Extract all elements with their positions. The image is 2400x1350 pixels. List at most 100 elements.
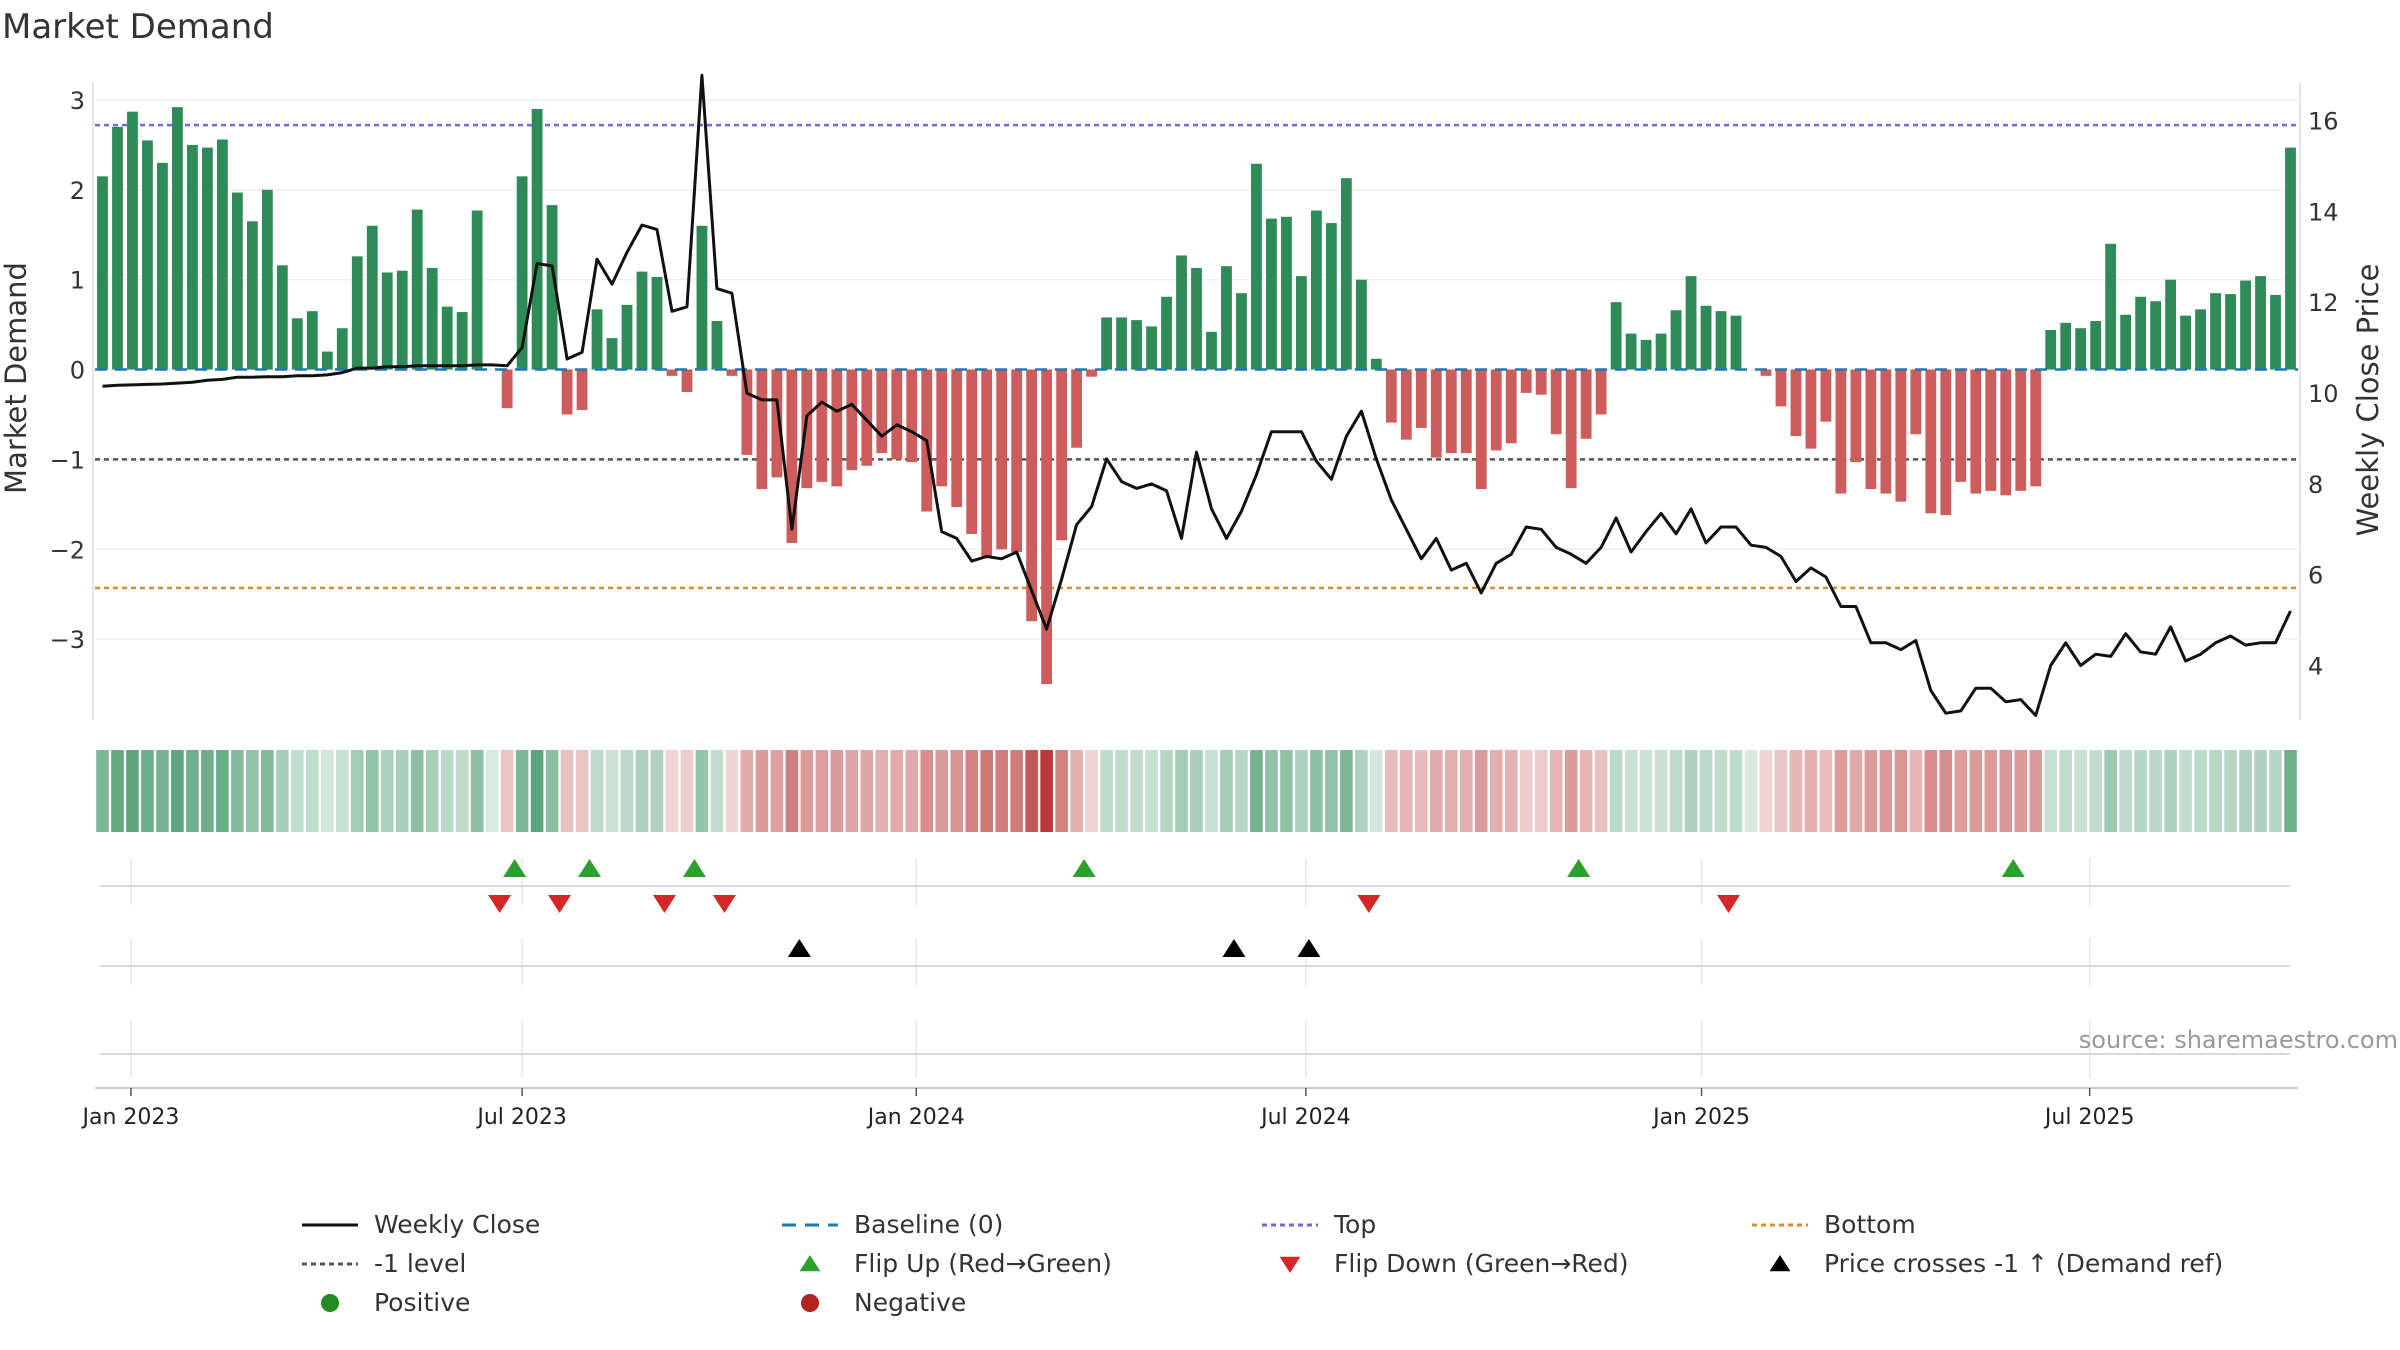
- heat-cell: [306, 750, 319, 832]
- demand-bar: [1071, 369, 1083, 448]
- x-tick-label: Jan 2023: [81, 1105, 180, 1130]
- demand-bar: [1296, 276, 1307, 370]
- demand-bar: [1445, 369, 1457, 454]
- chart-title: Market Demand: [2, 7, 274, 47]
- demand-bar: [546, 205, 558, 370]
- demand-bar: [396, 270, 408, 370]
- demand-bar: [2210, 293, 2221, 370]
- heat-cell: [1444, 750, 1458, 832]
- demand-bar: [876, 369, 888, 454]
- demand-bar: [441, 306, 453, 370]
- demand-bar: [2030, 369, 2042, 487]
- heat-cell: [635, 750, 649, 832]
- heat-cell: [905, 750, 919, 832]
- heat-cell: [2254, 750, 2267, 832]
- heat-cell: [1969, 750, 1983, 832]
- y2-tick-label: 10: [2308, 380, 2339, 408]
- heat-cell: [1729, 750, 1743, 832]
- demand-bar: [426, 268, 438, 370]
- demand-bar: [1310, 210, 1322, 370]
- demand-bar: [1985, 369, 1997, 491]
- heat-cell: [605, 750, 619, 832]
- demand-bar: [741, 369, 753, 455]
- demand-bar: [2090, 321, 2102, 370]
- flip-up-marker: [682, 859, 706, 877]
- demand-bar: [2255, 276, 2266, 370]
- legend-label: Baseline (0): [854, 1210, 1004, 1239]
- heat-cell: [2269, 750, 2282, 832]
- heat-cell: [201, 750, 214, 832]
- legend-item: Negative: [780, 1288, 966, 1317]
- heat-cell: [920, 750, 934, 832]
- demand-bar: [1805, 369, 1817, 449]
- demand-bar: [501, 369, 513, 409]
- demand-bar: [2285, 147, 2296, 370]
- heat-cell: [1564, 750, 1578, 832]
- heat-cell: [1220, 750, 1233, 832]
- event-markers: [488, 859, 2025, 957]
- heat-cell: [1385, 750, 1398, 832]
- demand-bar: [336, 328, 348, 370]
- heat-cell: [395, 750, 409, 832]
- demand-bar: [2075, 328, 2087, 370]
- y2-tick-label: 12: [2308, 289, 2339, 317]
- demand-bar: [1565, 369, 1577, 489]
- demand-bar: [591, 309, 603, 370]
- demand-bar: [531, 108, 543, 370]
- legend-label: Bottom: [1824, 1210, 1916, 1239]
- demand-bar: [471, 210, 483, 370]
- price-cross-marker: [1222, 939, 1246, 957]
- heat-cell: [2059, 750, 2073, 832]
- demand-bar: [1131, 320, 1142, 370]
- heat-cell: [350, 750, 364, 832]
- heat-cell: [186, 750, 199, 832]
- demand-bar: [936, 369, 948, 487]
- demand-bar: [1895, 369, 1907, 502]
- legend-label: Flip Up (Red→Green): [854, 1249, 1112, 1278]
- demand-bar: [2135, 296, 2147, 370]
- demand-bar: [1625, 333, 1637, 370]
- heat-cell: [1654, 750, 1668, 832]
- demand-bar: [1685, 276, 1697, 370]
- demand-bar: [2150, 301, 2162, 370]
- demand-bar: [1970, 369, 1982, 494]
- heat-cell: [695, 750, 709, 832]
- heat-cell: [1699, 750, 1713, 832]
- heat-cell: [1939, 750, 1953, 832]
- legend-swatch: [300, 1290, 360, 1316]
- legend-item: Top: [1260, 1210, 1376, 1239]
- heat-cell: [1459, 750, 1473, 832]
- heat-cell: [1744, 750, 1758, 832]
- heat-cell: [2014, 750, 2028, 832]
- heat-cell: [1774, 750, 1788, 832]
- heat-cell: [845, 750, 859, 832]
- y2-axis-label: Weekly Close Price: [2351, 264, 2385, 537]
- demand-bar: [1850, 369, 1862, 463]
- heat-cell: [1834, 750, 1848, 832]
- y-tick-label: −2: [50, 536, 85, 564]
- demand-bar: [636, 271, 648, 370]
- flip-up-marker: [1072, 859, 1096, 877]
- heat-cell: [485, 750, 499, 832]
- heat-cell: [1160, 750, 1173, 832]
- legend-swatch: [300, 1212, 360, 1238]
- demand-bar: [2000, 369, 2012, 496]
- heat-cell: [515, 750, 529, 832]
- demand-bar: [456, 312, 468, 370]
- heat-cell: [425, 750, 439, 832]
- heat-cell: [1415, 750, 1428, 832]
- heat-cell: [1235, 750, 1248, 832]
- heat-cell: [785, 750, 799, 832]
- demand-bar: [1910, 369, 1922, 435]
- demand-bar: [561, 369, 573, 415]
- demand-bar: [246, 221, 258, 370]
- demand-bar: [516, 176, 528, 370]
- heat-cell: [590, 750, 604, 832]
- legend-item: Price crosses -1 ↑ (Demand ref): [1750, 1249, 2223, 1278]
- heat-cell: [1819, 750, 1833, 832]
- heat-cell: [830, 750, 844, 832]
- legend-item: Bottom: [1750, 1210, 1916, 1239]
- demand-bar: [2045, 330, 2057, 370]
- heat-cell: [2164, 750, 2177, 832]
